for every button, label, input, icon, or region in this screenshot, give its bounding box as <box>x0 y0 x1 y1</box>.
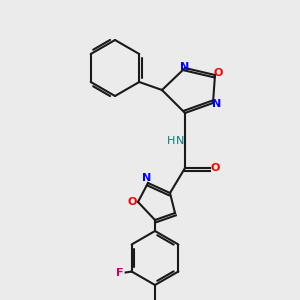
Text: N: N <box>180 62 190 72</box>
Text: O: O <box>127 197 137 207</box>
Text: N: N <box>212 99 222 109</box>
Text: F: F <box>116 268 123 278</box>
Text: H: H <box>167 136 175 146</box>
Text: N: N <box>142 173 152 183</box>
Text: O: O <box>210 163 220 173</box>
Text: O: O <box>213 68 223 78</box>
Text: N: N <box>176 136 184 146</box>
